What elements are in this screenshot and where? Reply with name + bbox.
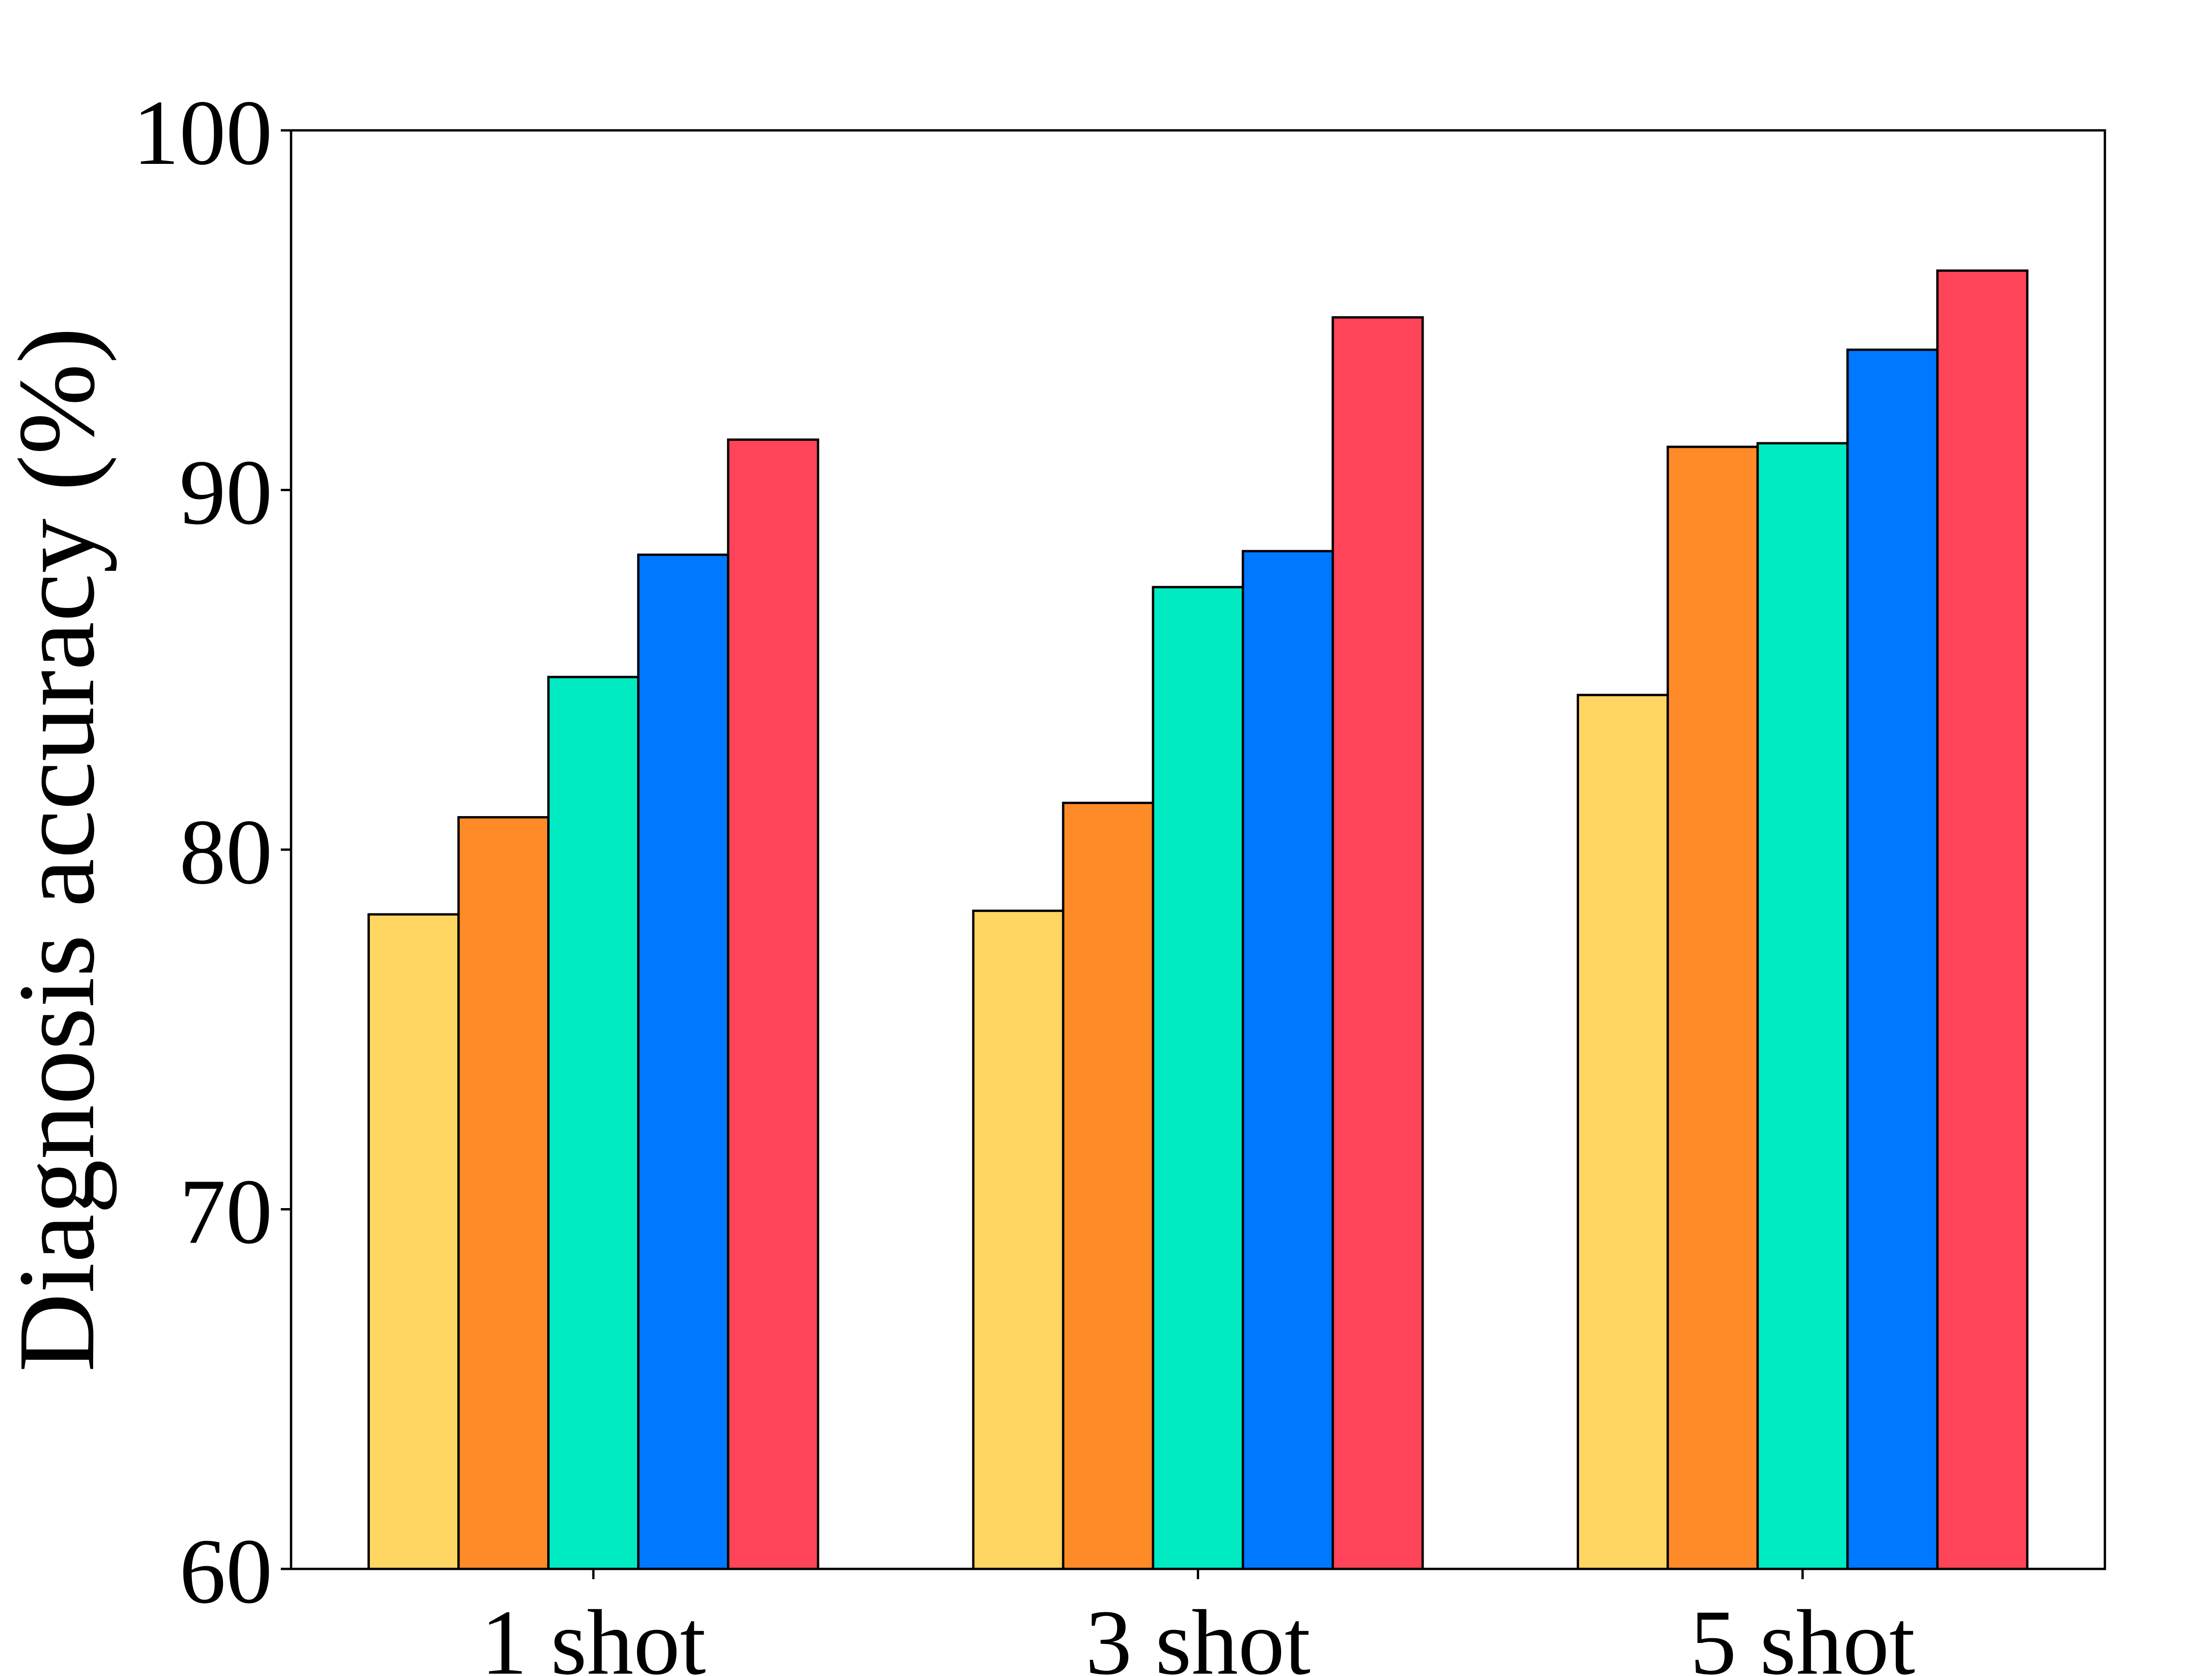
x-axis: 1 shot 3 shot 5 shot: [481, 1569, 1915, 1676]
x-tick-label: 3 shot: [1086, 1591, 1310, 1676]
bar-series3-3-shot: [1152, 586, 1244, 1570]
bar-series4-1-shot: [637, 554, 730, 1570]
x-tick-label: 1 shot: [481, 1591, 706, 1676]
bar-series1-3-shot: [972, 909, 1065, 1570]
y-axis-label: Diagnosis accuracy (%): [0, 327, 117, 1372]
bar-series1-1-shot: [367, 913, 460, 1570]
bar-series4-3-shot: [1242, 550, 1334, 1570]
bar-series2-5-shot: [1666, 446, 1759, 1570]
y-tick-label: 70: [179, 1161, 272, 1264]
bar-series5-5-shot: [1936, 269, 2029, 1570]
y-tick-label: 100: [133, 81, 272, 184]
bars-group: [367, 269, 2029, 1570]
bar-series3-1-shot: [547, 676, 640, 1570]
y-tick-label: 90: [179, 441, 272, 544]
bar-series1-5-shot: [1576, 694, 1669, 1570]
x-tick-label: 5 shot: [1690, 1591, 1915, 1676]
bar-series2-3-shot: [1062, 802, 1154, 1570]
y-tick-label: 60: [179, 1520, 272, 1623]
bar-series2-1-shot: [457, 816, 550, 1570]
y-axis: 60 70 80 90 100: [133, 81, 291, 1623]
y-tick-label: 80: [179, 801, 272, 904]
bar-series5-1-shot: [727, 438, 820, 1570]
bar-series5-3-shot: [1331, 316, 1424, 1570]
bar-series3-5-shot: [1756, 442, 1849, 1570]
bar-series4-5-shot: [1846, 348, 1939, 1570]
